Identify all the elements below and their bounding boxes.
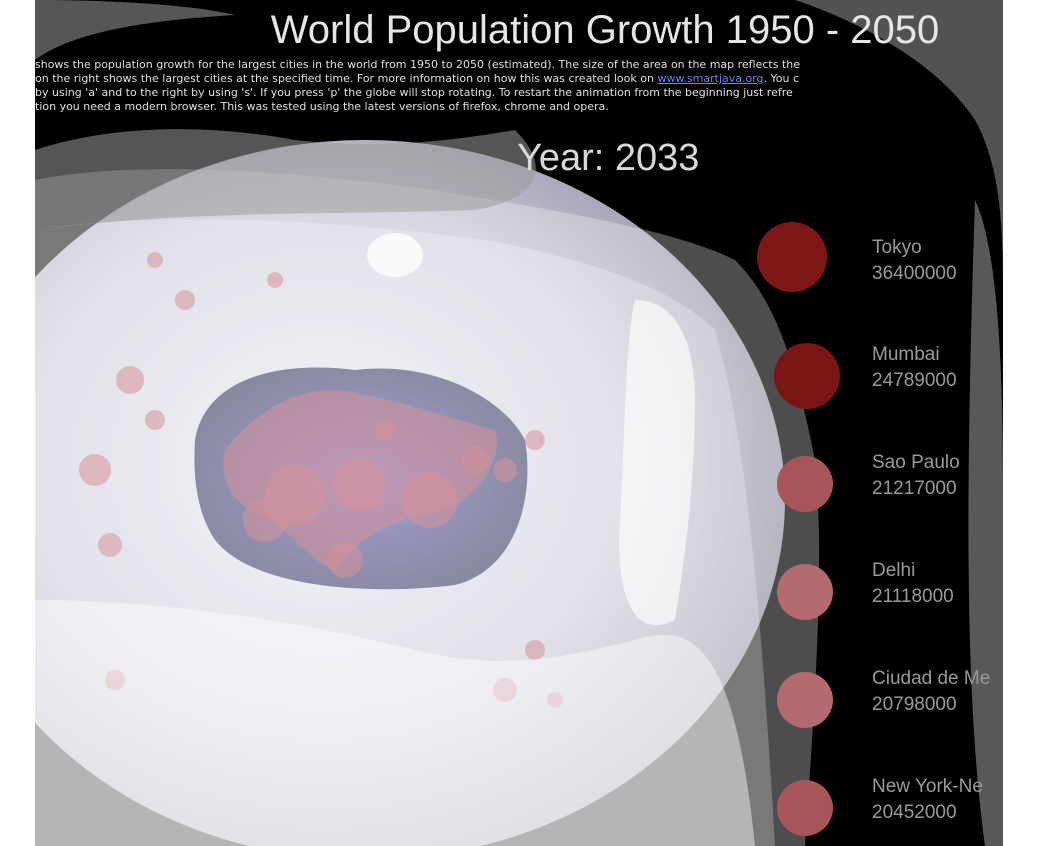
city-name-tokyo: Tokyo [872,237,922,258]
description-text: shows the population growth for the larg… [35,58,1003,114]
city-name-delhi: Delhi [872,560,916,581]
city-circle-ciudad-de-mexico [777,672,833,728]
city-population-sao-paulo: 21217000 [872,478,957,499]
smartjava-link[interactable]: www.smartjava.org [657,72,764,85]
city-name-sao-paulo: Sao Paulo [872,452,960,473]
city-population-tokyo: 36400000 [872,263,957,284]
city-name-mumbai: Mumbai [872,344,940,365]
city-circle-delhi [777,564,833,620]
polar-cap [367,233,423,277]
globe[interactable] [35,0,1003,846]
city-population-new-york: 20452000 [872,802,957,823]
globe-city-markers [79,252,563,708]
city-circle-sao-paulo [777,456,833,512]
page-title: World Population Growth 1950 - 2050 [270,8,940,52]
city-population-mumbai: 24789000 [872,370,957,391]
city-name-ciudad-de-mexico: Ciudad de Me [872,668,991,689]
description-line-3: by using 'a' and to the right by using '… [35,86,793,99]
visualization-stage[interactable]: World Population Growth 1950 - 2050 show… [35,0,1003,846]
city-circle-tokyo [757,222,827,292]
city-population-delhi: 21118000 [872,586,954,607]
description-line-1: shows the population growth for the larg… [35,58,801,71]
description-line-2-tail: . You c [763,72,800,85]
city-name-new-york: New York-Ne [872,776,983,797]
description-line-2: on the right shows the largest cities at… [35,72,1003,86]
city-population-ciudad-de-mexico: 20798000 [872,694,957,715]
year-label: Year: 2033 [517,137,700,179]
description-line-2-text: on the right shows the largest cities at… [35,72,658,85]
city-circle-mumbai [774,343,840,409]
description-line-4: tion you need a modern browser. This was… [35,100,609,113]
city-circle-new-york [777,780,833,836]
